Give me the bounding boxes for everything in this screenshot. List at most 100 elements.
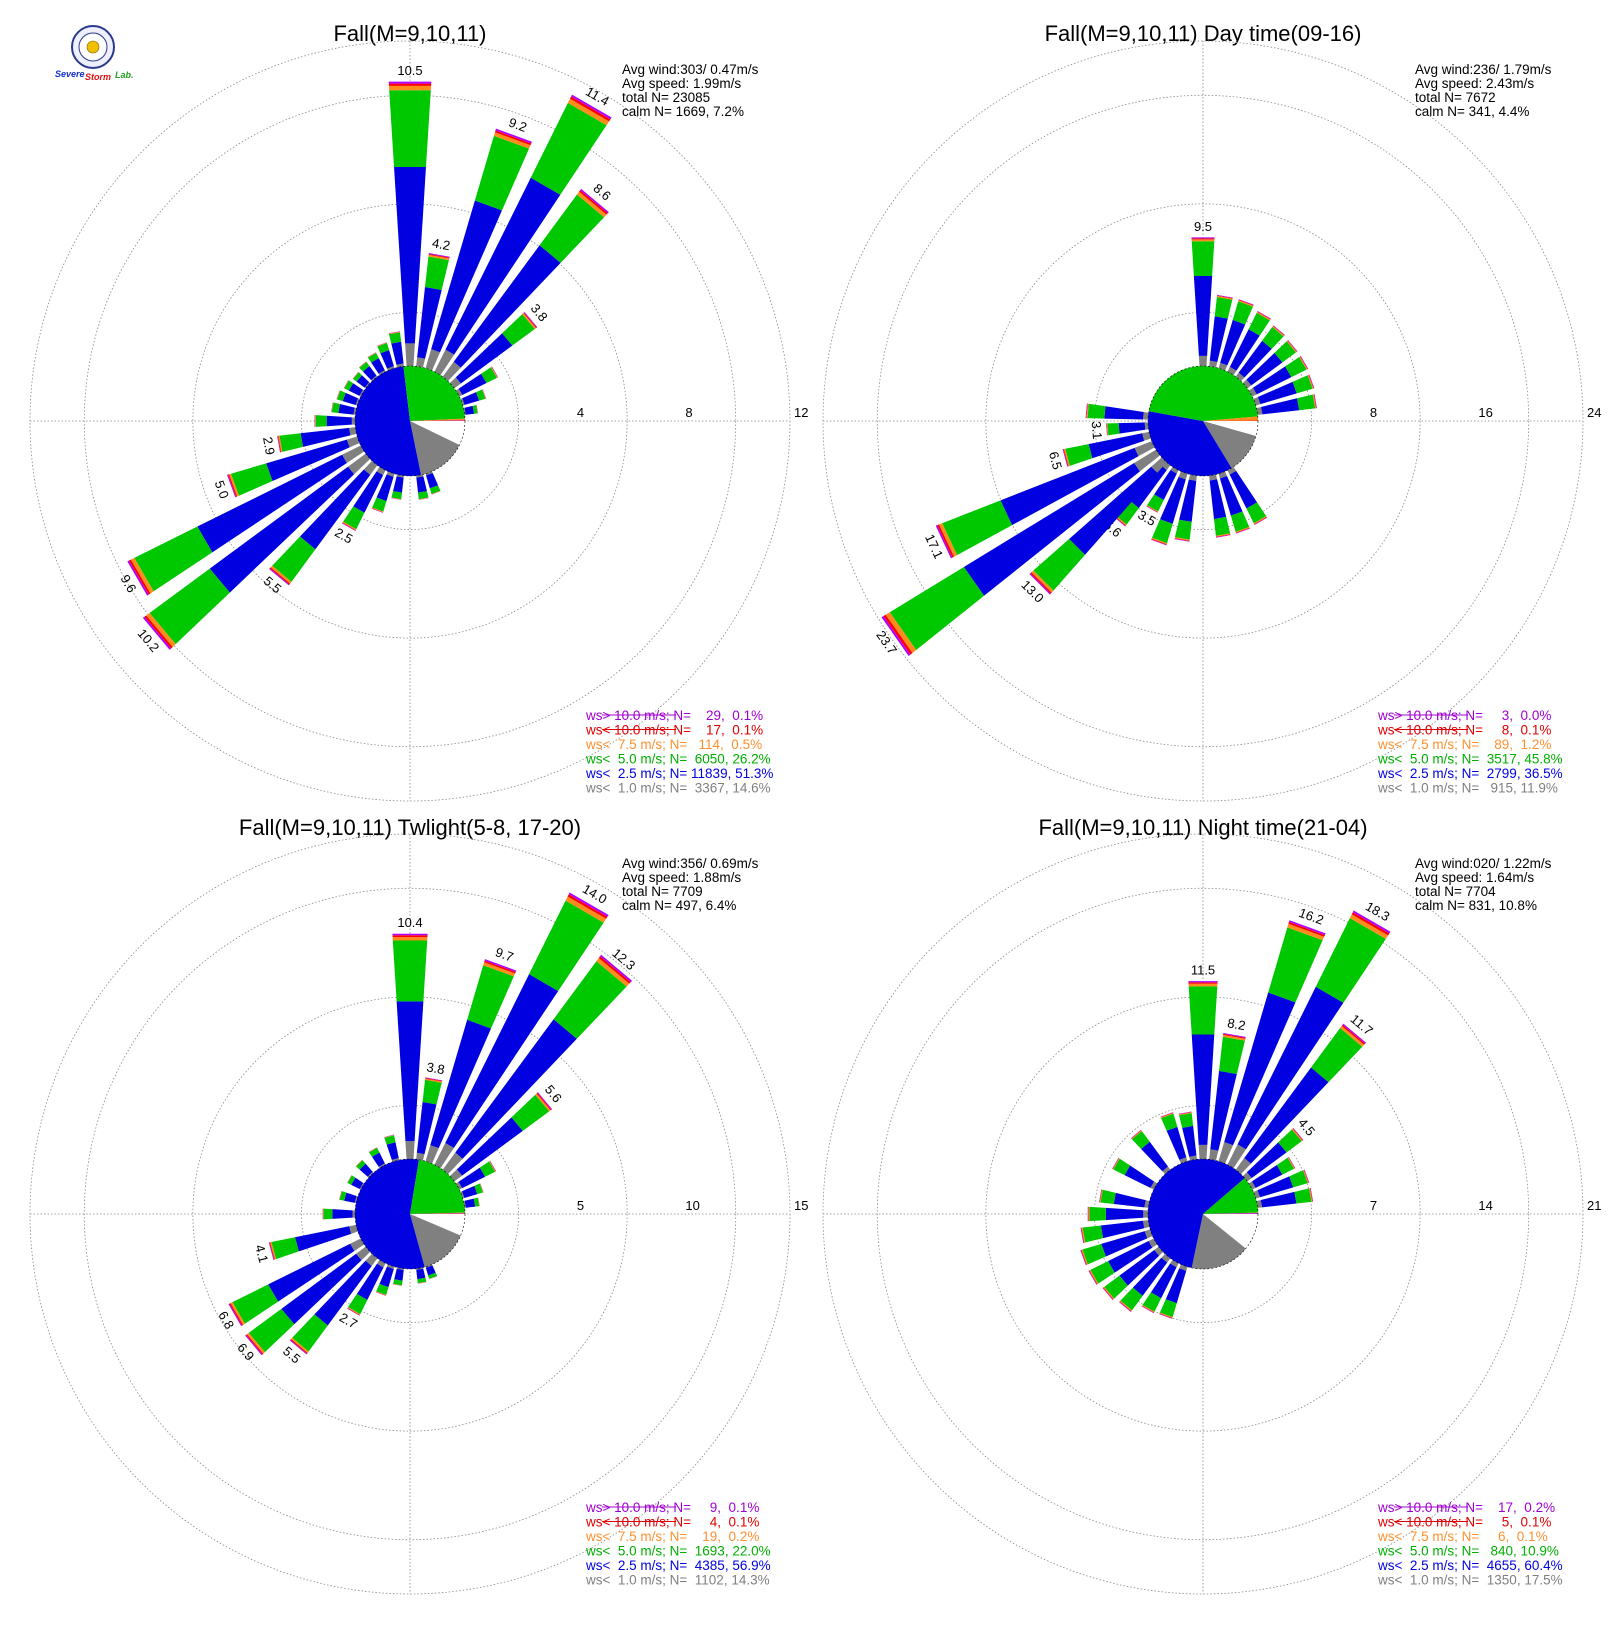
petal-segment-lt10	[1215, 534, 1231, 538]
petal-segment-lt75	[343, 380, 349, 389]
petal-segment-lt10	[489, 1160, 496, 1172]
petal-segment-gt10	[431, 491, 441, 495]
radial-tick-label: 24	[1587, 405, 1601, 420]
petal-segment-lt10	[1235, 527, 1250, 534]
petal-segment-lt25	[386, 1142, 399, 1160]
petal-segment-lt1	[1161, 1253, 1171, 1263]
petal-segment-gt10	[480, 1183, 484, 1193]
petal-segment-lt75	[596, 957, 630, 987]
petal-segment-lt25	[1257, 1176, 1294, 1198]
petal-160	[1218, 471, 1251, 534]
petal-segment-lt10	[494, 130, 532, 146]
petal-segment-lt1	[1256, 406, 1263, 415]
petal-segment-lt1	[449, 1169, 463, 1182]
petal-segment-gt10	[392, 933, 428, 936]
petal-segment-lt10	[482, 389, 487, 399]
petal-segment-lt1	[396, 1267, 404, 1271]
petal-segment-lt75	[489, 1161, 496, 1172]
petal-segment-lt10	[1106, 423, 1108, 436]
petal-segment-gt10	[1287, 340, 1298, 352]
petal-245: 17.1	[922, 441, 1155, 561]
petal-segment-lt25	[314, 1260, 372, 1326]
petal-segment-gt10	[1085, 403, 1088, 419]
petal-segment-lt5	[339, 1191, 347, 1201]
petal-segment-lt5	[369, 1147, 380, 1157]
petal-segment-lt5	[1147, 494, 1164, 512]
petal-segment-lt1	[1144, 422, 1149, 430]
petal-segment-gt10	[489, 1160, 497, 1172]
petal-segment-gt10	[537, 1092, 553, 1110]
petal-segment-lt25	[416, 1268, 426, 1280]
petal-segment-lt75	[1287, 923, 1325, 941]
petal-segment-lt5	[343, 506, 365, 530]
petal-segment-lt1	[359, 389, 365, 397]
petal-segment-lt25	[356, 1263, 384, 1301]
petal-segment-lt25	[1113, 1192, 1146, 1208]
petal-segment-lt10	[352, 371, 359, 379]
petal-segment-lt25	[1154, 469, 1177, 501]
petal-segment-lt75	[367, 352, 377, 358]
petal-20	[1218, 299, 1254, 371]
petal-segment-lt75	[377, 342, 388, 347]
petal-210	[1141, 1259, 1179, 1314]
petal-350	[1178, 1111, 1197, 1161]
petal-270	[322, 1208, 356, 1220]
radial-tick-label: 15	[794, 1198, 808, 1213]
petal-segment-lt75	[246, 1332, 265, 1354]
petal-300	[347, 1175, 365, 1190]
petal-segment-lt10	[368, 1147, 377, 1153]
petal-segment-gt10	[1314, 394, 1317, 409]
petal-segment-lt10	[1160, 1112, 1174, 1118]
petal-segment-lt1	[1142, 1220, 1150, 1229]
petal-segment-lt5	[1131, 1130, 1150, 1150]
petal-segment-lt25	[1246, 352, 1283, 386]
petal-segment-lt25	[1257, 381, 1297, 405]
petal-segment-lt5	[476, 389, 486, 401]
petal-segment-lt10	[1257, 311, 1271, 320]
petal-190	[391, 474, 404, 500]
petal-350	[388, 331, 404, 368]
petal-segment-lt5	[315, 415, 327, 427]
petal-segment-lt1	[1198, 355, 1208, 367]
petal-segment-lt75	[1256, 311, 1271, 321]
petal-segment-lt5	[429, 485, 441, 494]
petal-segment-lt25	[1210, 1070, 1237, 1151]
petal-285	[339, 1190, 358, 1204]
petal-segment-lt1	[425, 349, 441, 371]
petal-segment-lt5	[149, 568, 230, 645]
legend-entry: ws< 7.5 m/s; N= 89, 1.2%	[1377, 737, 1551, 752]
petal-segment-gt10	[600, 954, 633, 983]
petal-segment-gt10	[1257, 310, 1271, 320]
petal-segment-lt10	[227, 474, 238, 497]
petal-segment-lt75	[1291, 1128, 1303, 1142]
center-pie-slice-lt25	[355, 366, 421, 476]
petal-200	[1151, 471, 1188, 546]
stats-line: Avg speed: 1.88m/s	[622, 870, 741, 885]
stats-line: total N= 23085	[622, 90, 710, 105]
petal-170	[416, 1267, 427, 1284]
logo-text-3: Lab.	[115, 70, 134, 80]
petal-segment-lt10	[1131, 1130, 1142, 1139]
radial-tick-label: 21	[1587, 1198, 1601, 1213]
petal-190	[1174, 474, 1197, 542]
petal-segment-gt10	[1217, 294, 1233, 299]
petal-segment-lt5	[232, 1284, 279, 1324]
center-pie-slice-calm	[410, 1214, 465, 1236]
range-ring	[83, 887, 737, 1541]
petal-segment-lt1	[359, 1182, 365, 1190]
petal-segment-lt5	[418, 491, 429, 500]
petal-segment-lt25	[464, 1198, 476, 1208]
petal-segment-lt75	[1216, 295, 1233, 300]
petal-segment-gt10	[1288, 920, 1326, 935]
petal-segment-lt10	[1223, 1033, 1246, 1039]
petal-segment-gt10	[478, 1197, 480, 1207]
stats-line: Avg wind:020/ 1.22m/s	[1415, 856, 1552, 871]
petal-260: 2.9	[260, 427, 357, 456]
petal-segment-lt1	[396, 363, 404, 368]
petal-segment-lt1	[434, 1142, 454, 1169]
petal-segment-lt25	[1118, 422, 1146, 434]
wind-rose-panel-2: Fall(M=9,10,11) Day time(09-16)8 16 249.53…	[822, 21, 1601, 802]
petal-segment-lt1	[346, 436, 360, 448]
petal-segment-lt10	[144, 615, 173, 649]
